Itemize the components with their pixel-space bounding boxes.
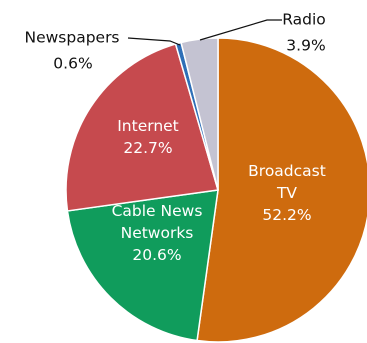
slice-label-cable-news-networks: Cable News Networks 20.6% bbox=[112, 202, 203, 264]
slice-label-internet: Internet 22.7% bbox=[117, 117, 179, 157]
pie-slice-internet bbox=[65, 43, 219, 212]
leader-line-radio bbox=[199, 19, 282, 41]
slice-value-newspapers: 0.6% bbox=[53, 55, 92, 73]
slice-label-newspapers: Newspapers bbox=[24, 29, 119, 47]
slice-label-broadcast-tv: Broadcast TV 52.2% bbox=[248, 162, 326, 224]
pie-slices bbox=[65, 37, 367, 343]
pie-slice-broadcast-tv bbox=[196, 37, 367, 343]
slice-label-radio: Radio bbox=[282, 11, 326, 29]
pie-labels: Broadcast TV 52.2% Cable News Networks 20.6% I… bbox=[24, 11, 325, 265]
pie-slice-radio bbox=[180, 37, 219, 191]
pie-slice-cable-news-networks bbox=[66, 189, 219, 342]
slice-value-radio: 3.9% bbox=[286, 37, 325, 55]
leader-line-newspapers bbox=[127, 37, 181, 46]
